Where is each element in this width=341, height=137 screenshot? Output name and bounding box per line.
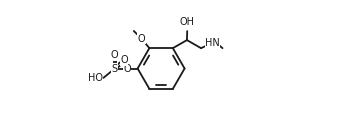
Text: O: O (123, 64, 131, 73)
Text: S: S (112, 64, 118, 73)
Text: O: O (111, 50, 119, 60)
Text: OH: OH (180, 17, 195, 27)
Text: HO: HO (88, 73, 103, 83)
Text: O: O (120, 55, 128, 65)
Text: HN: HN (205, 38, 220, 48)
Text: O: O (138, 34, 145, 44)
